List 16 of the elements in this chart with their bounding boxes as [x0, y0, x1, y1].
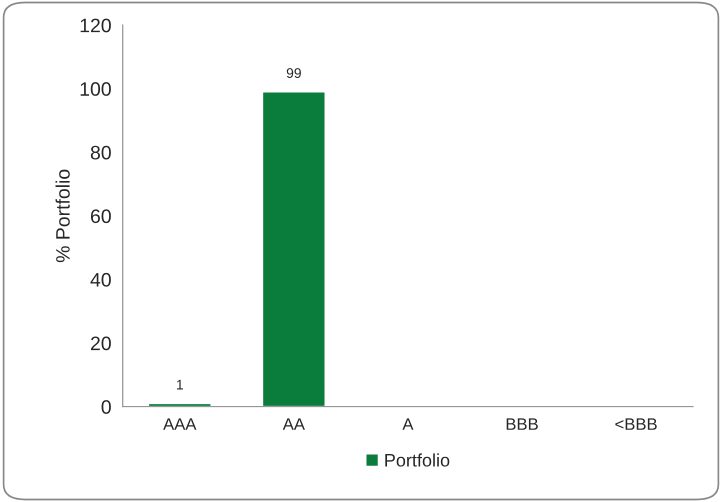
y-tick-label: 120: [80, 18, 111, 32]
data-label: 99: [286, 68, 301, 78]
x-tick-label: AA: [282, 418, 305, 430]
y-axis-title: % Portfolio: [56, 170, 70, 262]
y-tick-label: 0: [102, 400, 111, 414]
y-tick-label: 20: [90, 336, 111, 350]
x-tick-label: BBB: [506, 418, 538, 430]
y-tick-label: 40: [90, 272, 111, 287]
y-tick-label: 100: [80, 82, 111, 96]
x-tick-label: <BBB: [615, 418, 657, 430]
data-label: 1: [176, 380, 183, 390]
legend-label: Portfolio: [385, 453, 450, 467]
x-tick-label: AAA: [163, 418, 196, 430]
x-tick-label: A: [402, 418, 414, 430]
y-tick-label: 80: [90, 146, 111, 160]
y-tick-label: 60: [90, 209, 111, 224]
